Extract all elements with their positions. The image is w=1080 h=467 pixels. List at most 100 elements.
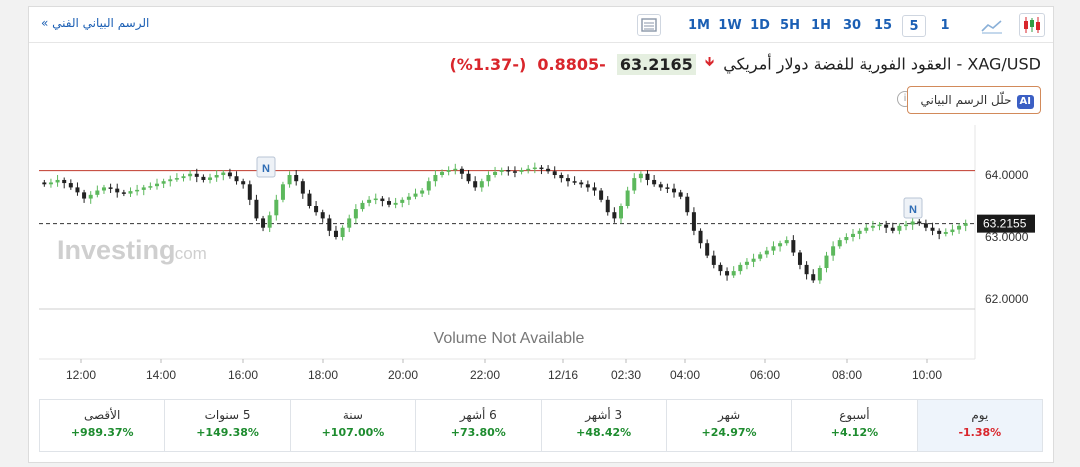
chart-panel: الرسم البياني الفني » 1M 1W 1D 5H 1H 30 …	[28, 6, 1054, 463]
timeframe-5H[interactable]: 5H	[780, 18, 800, 33]
stat-period-value: +149.38%	[196, 426, 259, 439]
stat-period-label: 5 سنوات	[204, 408, 251, 422]
chart-type-table-icon[interactable]	[637, 14, 661, 36]
stat-period[interactable]: شهر +24.97%	[665, 400, 791, 451]
candle	[831, 241, 836, 261]
stat-period[interactable]: 6 أشهر +73.80%	[415, 400, 540, 451]
candle	[559, 172, 564, 183]
candle	[638, 171, 643, 183]
candle	[605, 196, 610, 216]
candle	[274, 194, 279, 221]
candle	[565, 174, 570, 187]
candle	[261, 215, 266, 232]
candle	[280, 181, 285, 203]
stat-period[interactable]: 5 سنوات +149.38%	[164, 400, 289, 451]
candle	[307, 189, 312, 209]
svg-text:N: N	[909, 204, 917, 216]
area-chart-icon[interactable]	[979, 15, 1005, 37]
candle	[221, 170, 226, 181]
candle	[479, 178, 484, 192]
candle	[347, 214, 352, 233]
current-price-tag	[977, 214, 1035, 233]
candle	[824, 251, 829, 273]
candle	[194, 168, 199, 183]
candle	[433, 170, 438, 187]
stat-period[interactable]: أسبوع +4.12%	[791, 400, 916, 451]
candle	[201, 174, 206, 183]
news-marker-icon[interactable]: N	[256, 156, 276, 178]
performance-stats-bar: يوم -1.38% أسبوع +4.12% شهر +24.97% 3 أشهر +48.…	[39, 399, 1043, 452]
full-technical-chart-link[interactable]: الرسم البياني الفني »	[41, 16, 150, 30]
candle	[917, 219, 922, 226]
stat-period[interactable]: سنة +107.00%	[289, 400, 415, 451]
candle	[75, 182, 80, 196]
candle	[453, 163, 458, 175]
candle	[851, 228, 855, 242]
candle	[797, 250, 802, 270]
x-tick-label: 08:00	[832, 368, 862, 382]
candle	[764, 246, 769, 258]
candle	[731, 266, 736, 278]
candle	[658, 181, 663, 191]
instrument-title: XAG/USD - العقود الفورية للفضة دولار أمر…	[723, 54, 1041, 74]
timeframe-5[interactable]: 5	[902, 15, 926, 37]
timeframe-15[interactable]: 15	[873, 18, 893, 33]
candle	[599, 188, 604, 203]
candle	[546, 165, 551, 174]
timeframe-30[interactable]: 30	[842, 18, 862, 33]
stat-period-value: +107.00%	[321, 426, 385, 439]
timeframe-1W[interactable]: 1W	[718, 18, 742, 33]
candlestick-chart-icon[interactable]	[1019, 13, 1045, 37]
candle	[791, 235, 796, 256]
candle	[930, 222, 935, 236]
candle	[387, 197, 391, 208]
stat-period-label: يوم	[971, 408, 989, 422]
x-tick-label: 06:00	[750, 368, 780, 382]
candle	[446, 166, 451, 176]
candle	[632, 173, 637, 194]
candle	[665, 183, 670, 193]
candle	[645, 170, 650, 186]
candle	[612, 207, 617, 223]
analyze-chart-label: حلّل الرسم البياني	[920, 93, 1012, 107]
candle	[188, 170, 193, 181]
candle	[327, 214, 332, 237]
candle	[493, 166, 498, 178]
analyze-chart-ai-button[interactable]: AI حلّل الرسم البياني	[907, 86, 1041, 114]
candle	[380, 196, 385, 207]
stat-period-label: سنة	[342, 408, 363, 422]
candle	[473, 176, 478, 191]
candle	[758, 251, 763, 262]
investing-watermark: Investing .com	[57, 235, 207, 265]
candle	[393, 197, 398, 209]
timeframe-1H[interactable]: 1H	[811, 18, 831, 33]
candle	[738, 262, 743, 275]
stat-period[interactable]: يوم -1.38%	[916, 400, 1042, 451]
x-tick-label: 18:00	[308, 368, 338, 382]
candle	[314, 201, 319, 216]
news-marker-icon[interactable]: N	[903, 197, 923, 219]
price-chart[interactable]: Investing .com Volume Not Available 64.0…	[29, 125, 1055, 385]
candle	[804, 261, 809, 280]
candle	[864, 223, 869, 234]
x-tick-label: 04:00	[670, 368, 700, 382]
candle	[744, 258, 749, 270]
candle	[957, 223, 962, 234]
timeframe-1[interactable]: 1	[940, 18, 950, 33]
x-tick-label: 10:00	[912, 368, 942, 382]
timeframe-1D[interactable]: 1D	[750, 18, 770, 33]
stat-period[interactable]: 3 أشهر +48.42%	[540, 400, 666, 451]
stat-period-value: +24.97%	[701, 426, 757, 439]
stat-period-value: +4.12%	[830, 426, 879, 439]
candle	[519, 167, 524, 175]
candle	[910, 216, 915, 230]
stat-period-label: الأقصى	[84, 408, 121, 422]
candle	[532, 162, 537, 174]
ai-badge-icon: AI	[1016, 95, 1034, 109]
candle	[678, 189, 683, 200]
stat-period[interactable]: الأقصى +989.37%	[40, 400, 164, 451]
candle	[526, 165, 531, 174]
candle	[572, 176, 577, 185]
timeframe-1M[interactable]: 1M	[688, 18, 710, 33]
candle	[652, 175, 657, 187]
